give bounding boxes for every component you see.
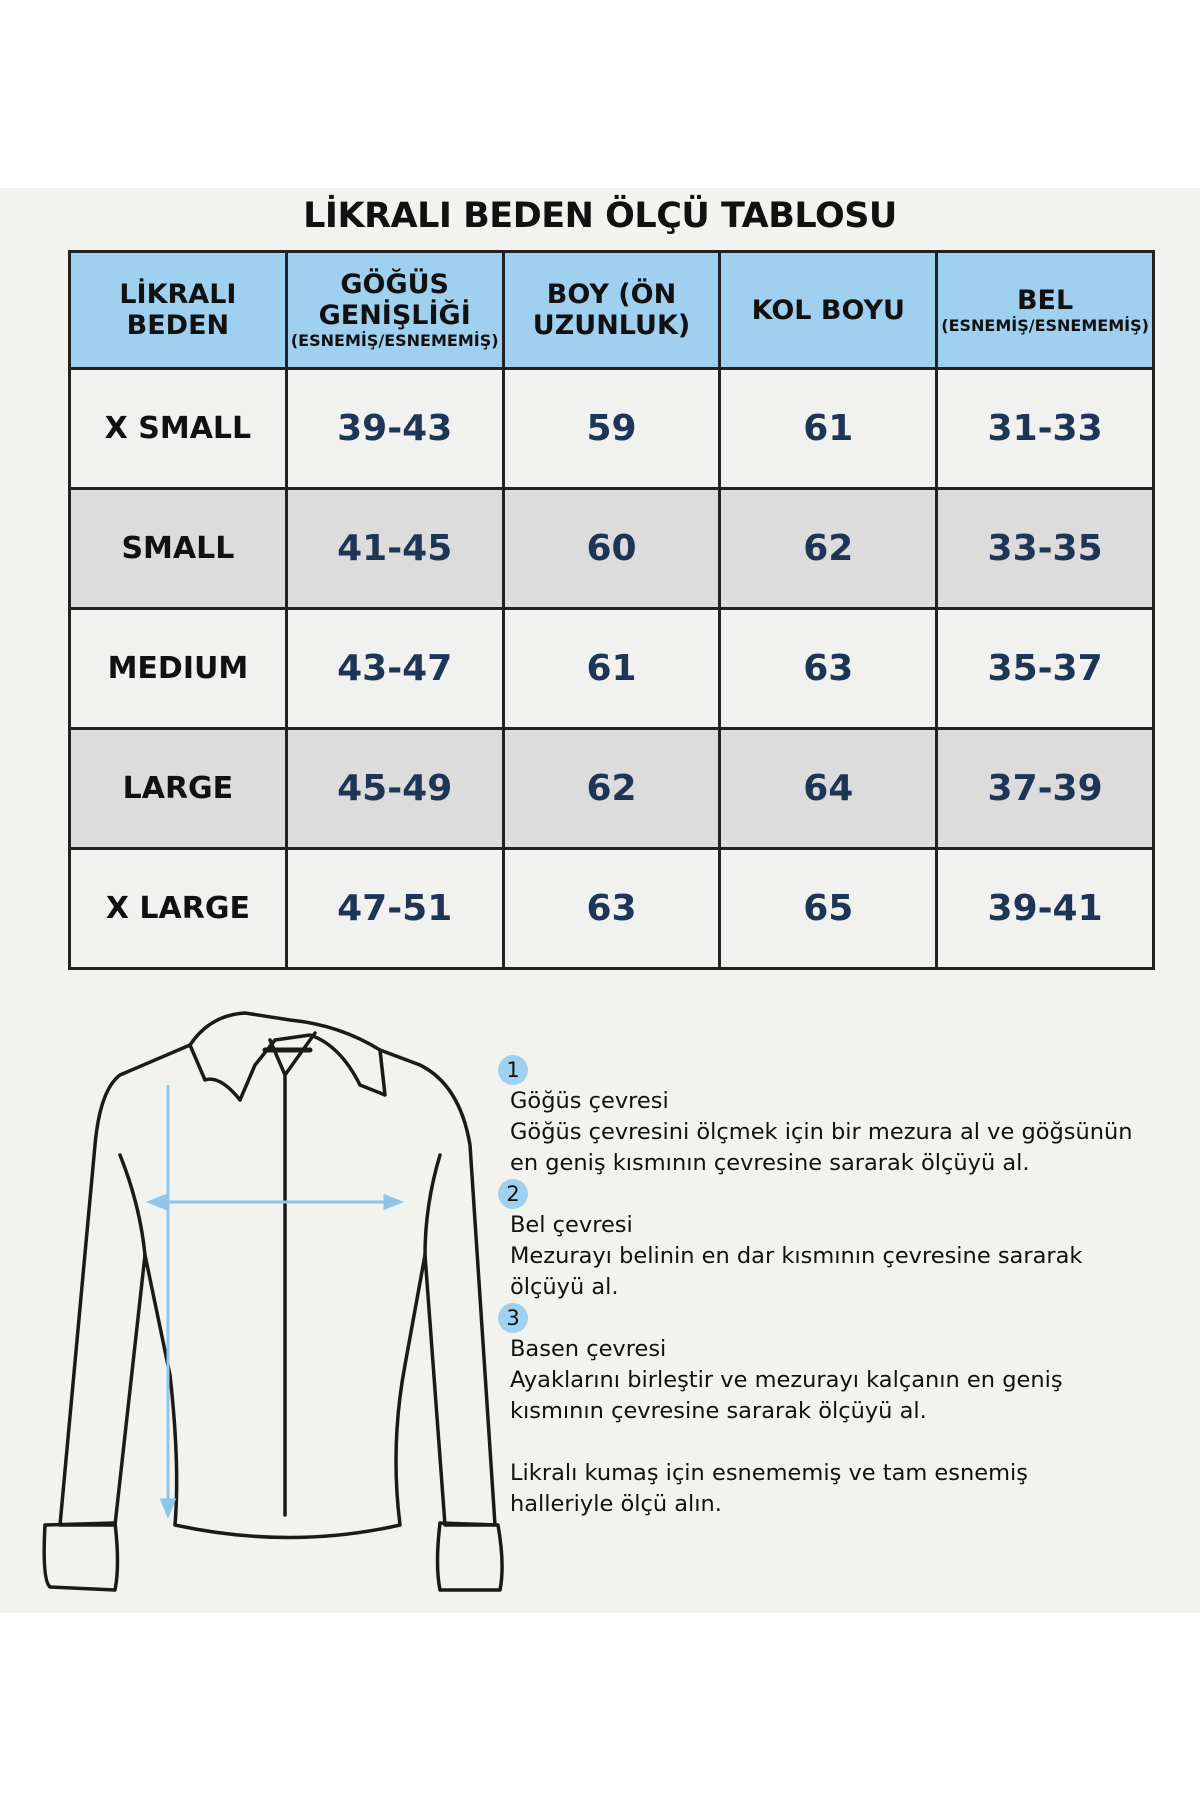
cell-sleeve: 63 <box>718 607 939 730</box>
guide-step: 2 Bel çevresi Mezurayı belinin en dar kısm… <box>498 1179 1180 1303</box>
cell-chest: 47-51 <box>284 847 505 970</box>
step-title: Bel çevresi <box>510 1212 633 1238</box>
guide-step: 3 Basen çevresi Ayaklarını birleştir ve me… <box>498 1303 1180 1427</box>
header-waist: BEL (ESNEMİŞ/ESNEMEMİŞ) <box>935 250 1155 370</box>
shirt-body <box>58 1043 497 1540</box>
right-cuff <box>435 1521 504 1592</box>
cell-chest: 43-47 <box>284 607 505 730</box>
step-title: Göğüs çevresi <box>510 1088 669 1114</box>
step-text: Ayaklarını birleştir ve mezurayı kalçanı… <box>510 1367 1063 1424</box>
table-row: X SMALL 39-43 59 61 31-33 <box>68 367 1155 490</box>
cell-length: 63 <box>501 847 722 970</box>
step-number-badge: 2 <box>498 1179 528 1209</box>
measurement-arrows <box>145 1085 405 1520</box>
shirt-illustration <box>42 1011 504 1592</box>
table-header-row: LİKRALI BEDEN GÖĞÜS GENİŞLİĞİ (ESNEMİŞ/ES… <box>68 250 1155 370</box>
cell-sleeve: 61 <box>718 367 939 490</box>
cell-size: SMALL <box>68 487 288 610</box>
header-chest: GÖĞÜS GENİŞLİĞİ (ESNEMİŞ/ESNEMEMİŞ) <box>284 250 505 370</box>
table-row: MEDIUM 43-47 61 63 35-37 <box>68 607 1155 730</box>
header-length: BOY (ÖN UZUNLUK) <box>501 250 722 370</box>
size-table: LİKRALI BEDEN GÖĞÜS GENİŞLİĞİ (ESNEMİŞ/ES… <box>68 250 1155 970</box>
step-text: Göğüs çevresini ölçmek için bir mezura a… <box>510 1119 1133 1176</box>
cell-waist: 39-41 <box>935 847 1155 970</box>
shirt-collar <box>188 1011 387 1102</box>
cell-waist: 35-37 <box>935 607 1155 730</box>
header-sleeve: KOL BOYU <box>718 250 939 370</box>
cell-waist: 31-33 <box>935 367 1155 490</box>
cell-waist: 37-39 <box>935 727 1155 850</box>
step-text: Mezurayı belinin en dar kısmının çevresi… <box>510 1243 1083 1300</box>
cell-chest: 39-43 <box>284 367 505 490</box>
cell-chest: 45-49 <box>284 727 505 850</box>
table-row: X LARGE 47-51 63 65 39-41 <box>68 847 1155 970</box>
table-row: LARGE 45-49 62 64 37-39 <box>68 727 1155 850</box>
cell-size: LARGE <box>68 727 288 850</box>
cell-chest: 41-45 <box>284 487 505 610</box>
cell-sleeve: 65 <box>718 847 939 970</box>
cell-sleeve: 64 <box>718 727 939 850</box>
page-title: LİKRALI BEDEN ÖLÇÜ TABLOSU <box>303 196 897 236</box>
guide-step: 1 Göğüs çevresi Göğüs çevresini ölçmek içi… <box>498 1055 1180 1179</box>
cell-length: 62 <box>501 727 722 850</box>
measurement-guide: 1 Göğüs çevresi Göğüs çevresini ölçmek içi… <box>498 1055 1180 1520</box>
cell-waist: 33-35 <box>935 487 1155 610</box>
header-size: LİKRALI BEDEN <box>68 250 288 370</box>
left-cuff <box>42 1521 120 1592</box>
step-number-badge: 3 <box>498 1303 528 1333</box>
step-number-badge: 1 <box>498 1055 528 1085</box>
table-row: SMALL 41-45 60 62 33-35 <box>68 487 1155 610</box>
cell-size: MEDIUM <box>68 607 288 730</box>
fabric-note: Likralı kumaş için esnememiş ve tam esne… <box>510 1460 1028 1517</box>
cell-length: 61 <box>501 607 722 730</box>
cell-length: 59 <box>501 367 722 490</box>
cell-size: X SMALL <box>68 367 288 490</box>
cell-length: 60 <box>501 487 722 610</box>
step-title: Basen çevresi <box>510 1336 667 1362</box>
cell-sleeve: 62 <box>718 487 939 610</box>
cell-size: X LARGE <box>68 847 288 970</box>
